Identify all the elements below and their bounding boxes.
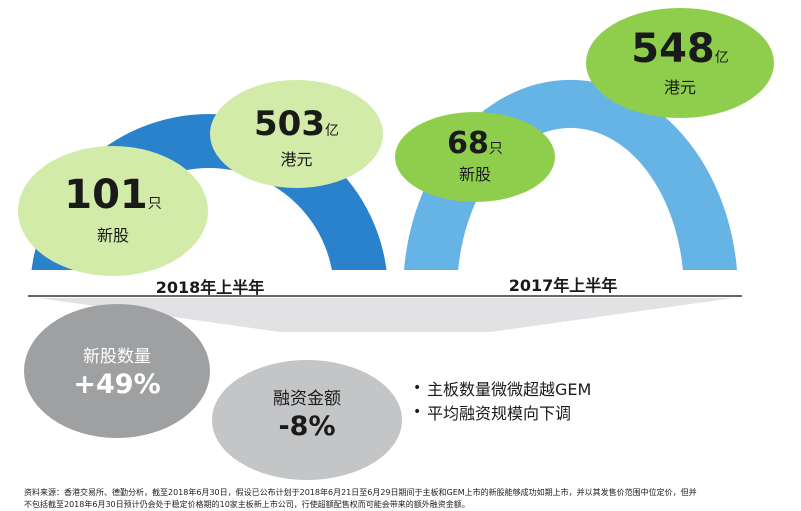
bubble-2017-funds-value: 548 [631,26,715,72]
bullet-item: • 平均融资规模向下调 [413,400,591,424]
arch-2018-label: 2018年上半年 [155,278,265,297]
change-funds-value: -8% [278,411,336,442]
arch-2017-label: 2017年上半年 [508,276,618,295]
bullet-text: 主板数量微微超越GEM [427,380,592,399]
bubble-2017-shares-unit: 只 [488,141,503,157]
bubble-2018-funds-unit: 亿 [324,123,339,139]
change-funds-circle: 融资金额 -8% [212,360,402,480]
bubble-2017-funds-label: 港元 [663,78,696,97]
bubble-2018-shares: 101只 新股 [18,146,208,276]
bullet-list: • 主板数量微微超越GEM • 平均融资规模向下调 [413,376,591,424]
footnote-line-1: 资料来源：香港交易所、德勤分析，截至2018年6月30日，假设已公布计划于201… [24,488,697,497]
funnel-shape [38,298,734,332]
change-count-label: 新股数量 [83,347,151,367]
bubble-2018-shares-unit: 只 [147,196,162,212]
footnote-line-2: 不包括截至2018年6月30日预计仍会处于稳定价格期的10家主板新上市公司，行使… [24,500,470,509]
bubble-2017-funds-unit: 亿 [714,50,729,66]
bubble-2017-shares: 68只 新股 [395,112,555,202]
bubble-2017-shares-label: 新股 [458,165,491,184]
bullet-text: 平均融资规模向下调 [427,404,572,423]
bubble-2017-shares-value: 68 [447,126,489,161]
bubble-2018-funds: 503亿 港元 [210,80,383,188]
bullet-dot: • [413,380,422,396]
bullet-dot: • [413,404,422,420]
change-count-value: +49% [73,369,161,400]
bullet-item: • 主板数量微微超越GEM [413,376,591,400]
bubble-2018-shares-label: 新股 [96,226,129,245]
bubble-2018-funds-value: 503 [254,104,325,144]
change-count-circle: 新股数量 +49% [24,304,210,438]
arch-2017-base [403,270,738,294]
bubble-2017-funds: 548亿 港元 [586,8,774,118]
footnote: 资料来源：香港交易所、德勤分析，截至2018年6月30日，假设已公布计划于201… [24,487,800,511]
bubble-2018-funds-label: 港元 [280,150,313,169]
change-funds-label: 融资金额 [273,389,341,409]
bubble-2018-shares-value: 101 [64,172,148,218]
